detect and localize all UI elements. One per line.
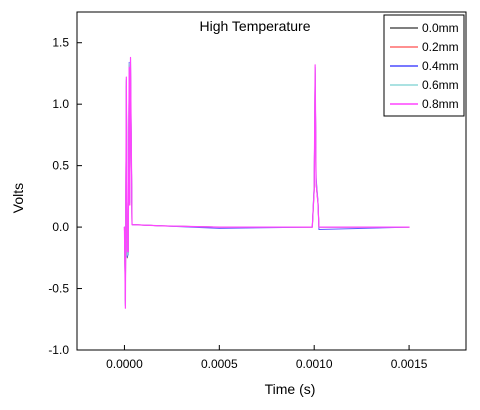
y-tick-label: -0.5 [48,282,69,296]
legend-label: 0.8mm [422,97,459,111]
legend-label: 0.6mm [422,78,459,92]
y-tick-label: 0.5 [52,159,69,173]
plot-frame [76,11,467,351]
x-tick-label: 0.0000 [106,357,143,371]
y-tick-label: 1.5 [52,36,69,50]
x-axis-label: Time (s) [265,381,316,397]
legend-label: 0.2mm [422,40,459,54]
y-axis-label: Volts [10,183,26,213]
y-tick-label: 0.0 [52,220,69,234]
y-tick-label: 1.0 [52,97,69,111]
series-line [123,56,410,309]
chart-title: High Temperature [199,18,310,34]
x-tick-label: 0.0005 [201,357,238,371]
legend-label: 0.4mm [422,59,459,73]
axes-layer: -1.0 -0.5 0.0 0.5 1.0 1.5 0.0000 0.0005 0.0010 0.… [48,11,467,371]
legend: 0.0mm 0.2mm 0.4mm 0.6mm 0.8mm [383,14,465,117]
legend-label: 0.0mm [422,21,459,35]
plot-layer [123,56,410,309]
x-tick-label: 0.0015 [391,357,428,371]
y-tick-label: -1.0 [48,343,69,357]
x-tick-label: 0.0010 [296,357,333,371]
